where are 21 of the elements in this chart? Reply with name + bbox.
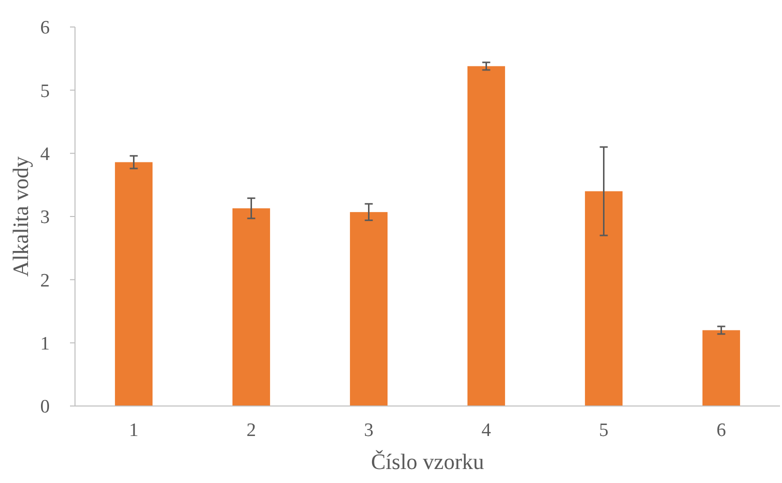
bar (114, 162, 153, 406)
y-axis-title: Alkalita vody (8, 156, 33, 277)
y-tick-label: 2 (40, 270, 50, 292)
x-tick-label: 2 (246, 420, 256, 441)
x-axis-title: Číslo vzorku (370, 449, 484, 474)
bar (350, 212, 388, 406)
x-tick-label: 5 (599, 420, 608, 441)
y-tick-label: 1 (40, 333, 50, 354)
y-tick-label: 6 (40, 18, 50, 39)
y-tick-label: 4 (40, 144, 50, 165)
y-tick-label: 5 (40, 80, 50, 102)
y-tick-label: 0 (40, 396, 50, 418)
x-tick-label: 1 (129, 420, 138, 441)
x-tick-label: 6 (716, 420, 726, 441)
bar (467, 66, 506, 406)
bar (232, 208, 270, 406)
x-tick-label: 4 (482, 420, 492, 441)
bar (584, 191, 623, 406)
y-tick-label: 3 (40, 207, 50, 228)
x-tick-label: 3 (364, 420, 374, 441)
bar (702, 330, 740, 406)
